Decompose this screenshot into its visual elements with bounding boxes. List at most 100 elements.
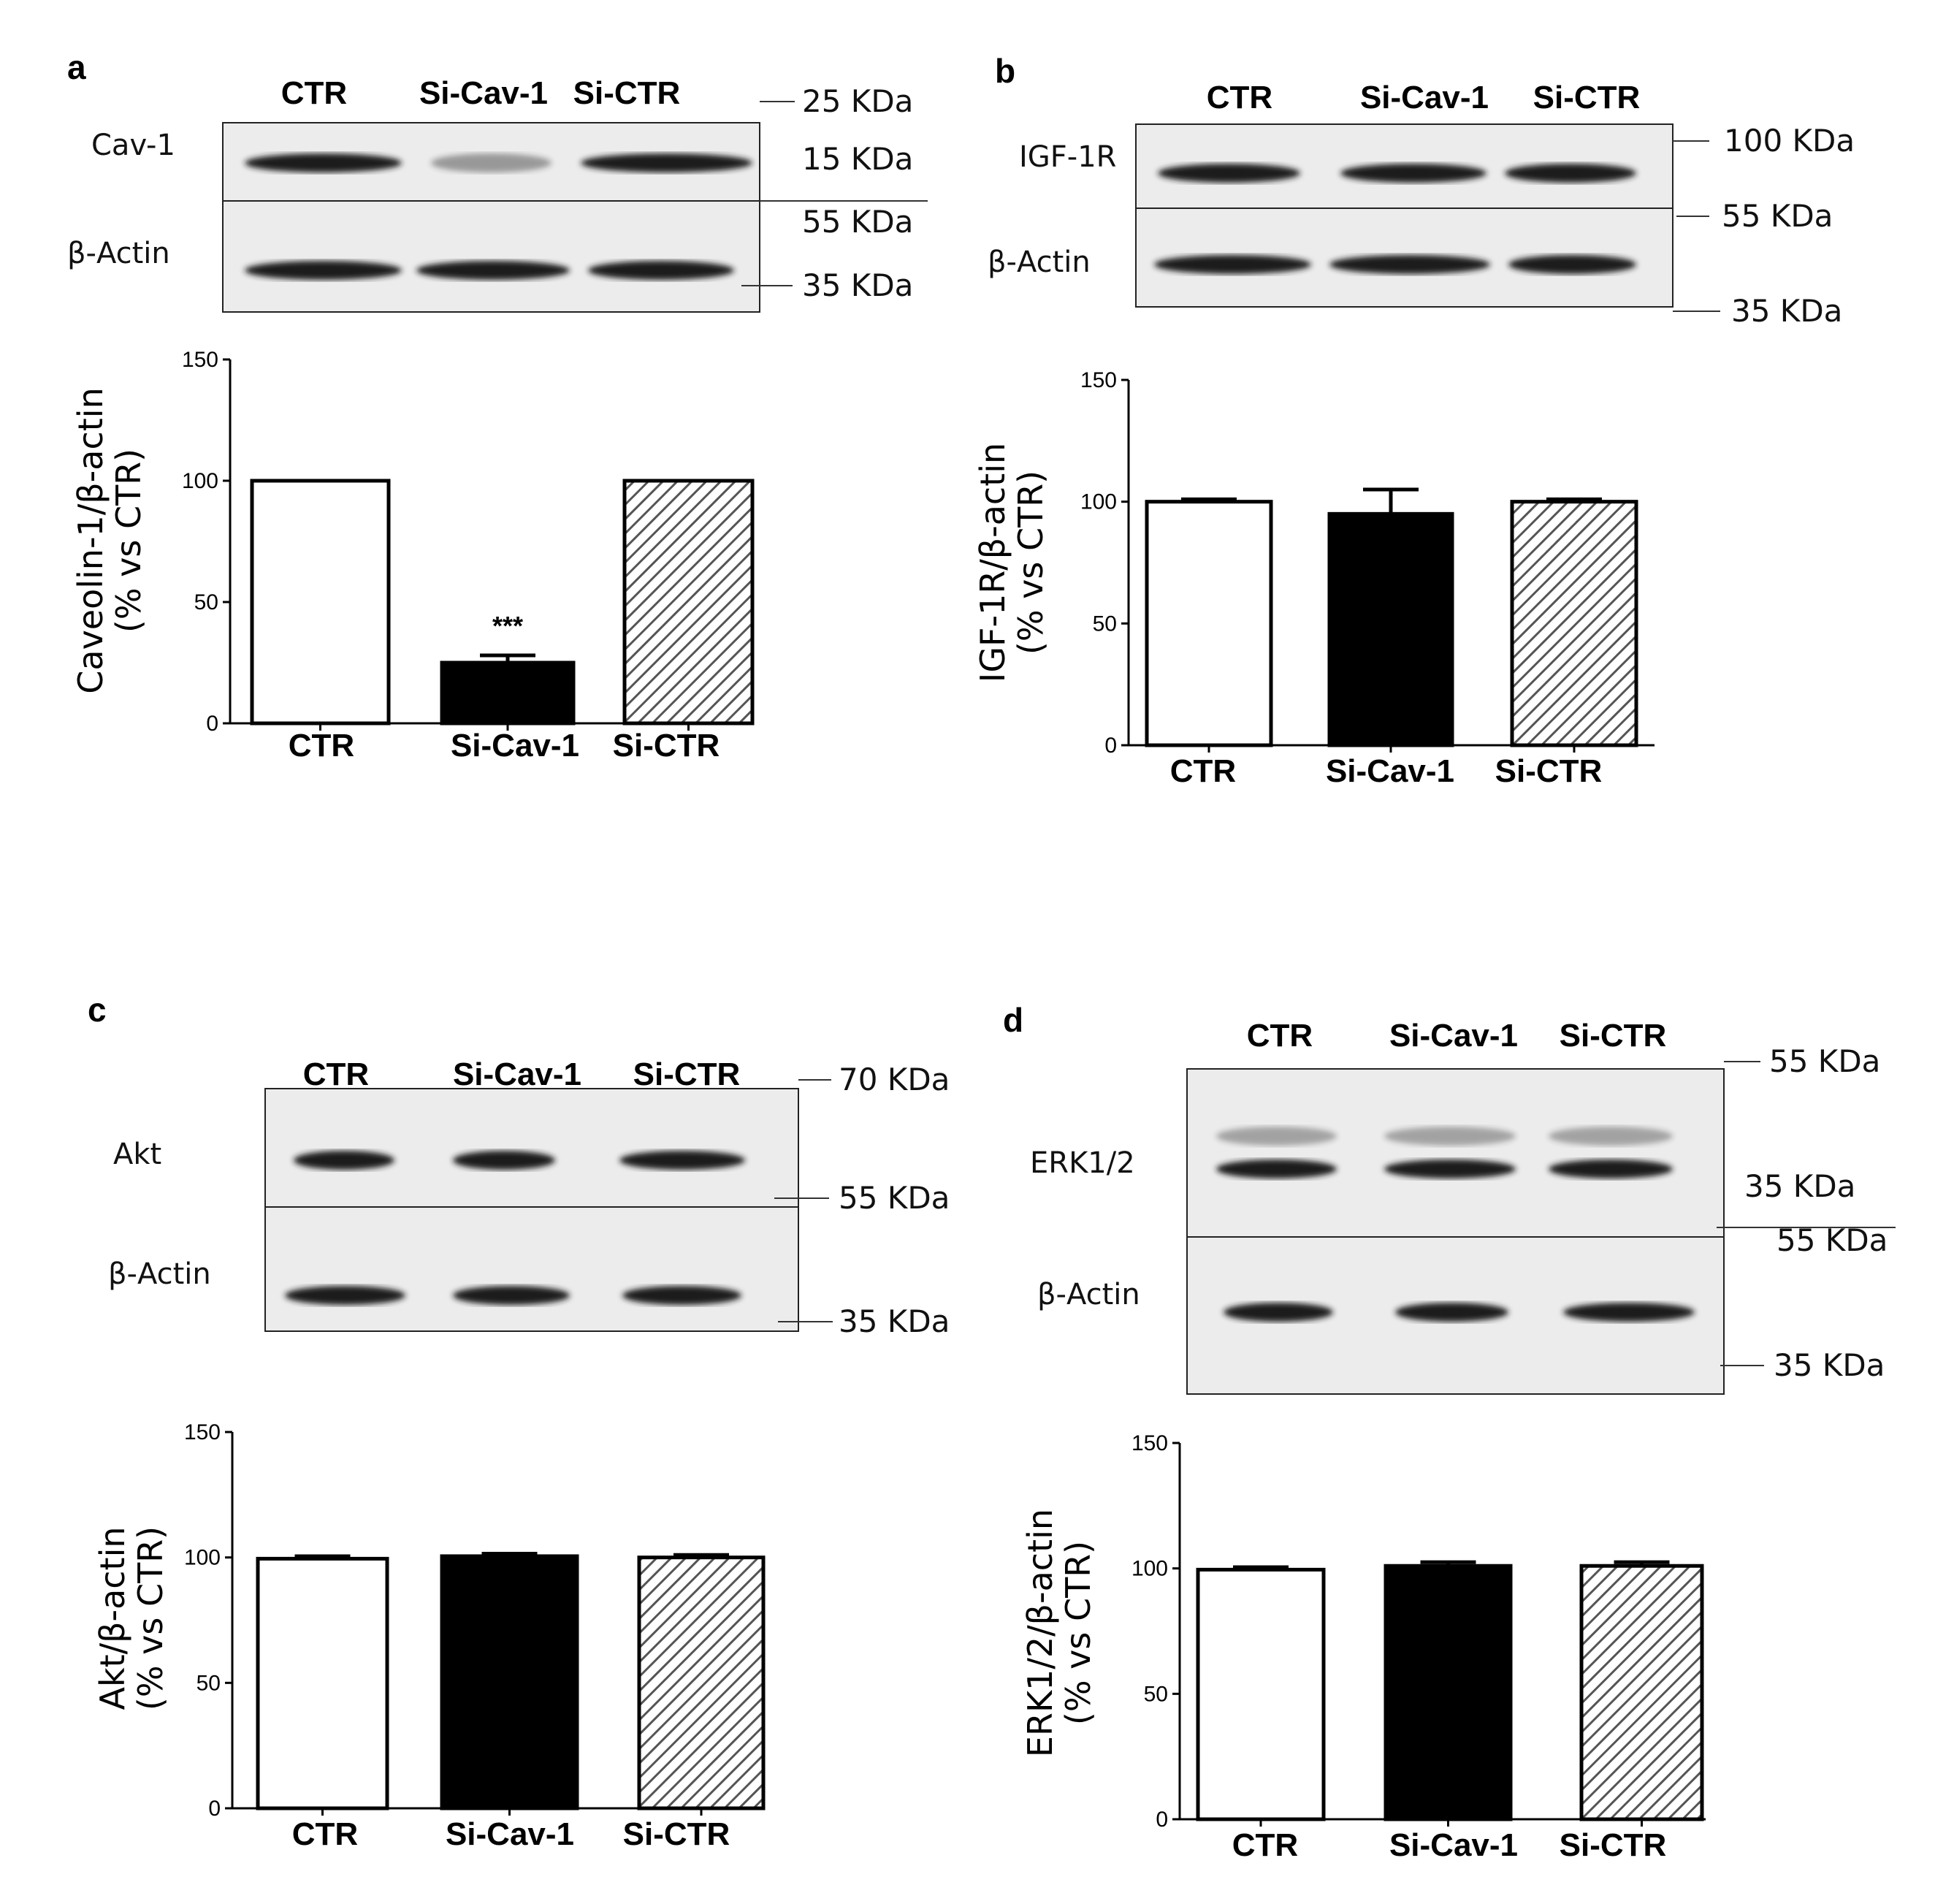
panel-letter: a — [67, 48, 86, 86]
category-label-si-cav-1: Si-Cav-1 — [446, 1816, 574, 1852]
y-axis-label-line2: (% vs CTR) — [1011, 471, 1050, 655]
blot-band — [416, 261, 570, 280]
protein-label-1: β-Actin — [67, 237, 170, 270]
y-axis-label-line1: Caveolin-1/β-actin — [71, 387, 110, 693]
blot-upper — [264, 1088, 799, 1208]
blot-band — [1384, 1127, 1516, 1146]
y-tick-label: 0 — [206, 712, 218, 736]
category-label-ctr: CTR — [292, 1816, 358, 1852]
mw-marker: 35 KDa — [802, 267, 913, 303]
blot-band — [453, 1286, 570, 1305]
bar-si-cav-1 — [1384, 1564, 1513, 1821]
bar-si-ctr — [1579, 1564, 1704, 1821]
blot-band — [581, 153, 752, 172]
y-tick-label: 50 — [196, 1671, 221, 1695]
mw-marker: 55 KDa — [1722, 198, 1833, 234]
bar-ctr — [256, 1556, 389, 1810]
blot-lower — [222, 200, 760, 313]
bar-si-ctr — [637, 1555, 766, 1810]
lane-header-si-cav-1: Si-Cav-1 — [453, 1056, 581, 1092]
y-tick-label: 100 — [1131, 1557, 1168, 1581]
y-axis-label-line2: (% vs CTR) — [1058, 1541, 1098, 1725]
protein-label-1: β-Actin — [108, 1257, 211, 1291]
y-tick-label: 50 — [1093, 612, 1117, 636]
mw-marker: 100 KDa — [1724, 123, 1855, 159]
mw-marker: 35 KDa — [1731, 293, 1842, 329]
y-axis-label-line2: (% vs CTR) — [131, 1526, 170, 1710]
lane-header-ctr: CTR — [303, 1056, 369, 1092]
blot-band — [1395, 1303, 1508, 1322]
category-label-si-ctr: Si-CTR — [613, 728, 720, 763]
lane-header-ctr: CTR — [1207, 80, 1272, 115]
blot-band — [1158, 164, 1300, 183]
panel-letter: c — [88, 991, 107, 1029]
y-axis-label: Akt/β-actin(% vs CTR) — [93, 1526, 170, 1710]
blot-band — [1549, 1127, 1673, 1146]
category-label-si-cav-1: Si-Cav-1 — [1326, 753, 1454, 789]
bar-si-ctr — [622, 479, 755, 726]
panel-d: d CTR Si-Cav-1 Si-CTR ERK1/2 β-Actin 55 KDa 35 … — [1003, 1001, 1896, 1863]
y-tick-label: 0 — [208, 1797, 221, 1821]
y-tick-label: 150 — [182, 348, 218, 372]
y-tick-label: 100 — [1080, 490, 1117, 514]
panel-b: b CTR Si-Cav-1 Si-CTR IGF-1R β-Actin 100 KDa 55… — [973, 52, 1855, 789]
category-label-ctr: CTR — [289, 728, 354, 763]
protein-label-0: IGF-1R — [1019, 140, 1116, 174]
lane-header-si-ctr: Si-CTR — [633, 1056, 741, 1092]
blot-band — [622, 1286, 741, 1305]
bar-si-cav-1 — [440, 660, 576, 726]
y-axis-label: Caveolin-1/β-actin(% vs CTR) — [71, 387, 148, 693]
blot-band — [1216, 1159, 1337, 1178]
lane-header-si-ctr: Si-CTR — [1560, 1018, 1667, 1054]
bar-si-cav-1 — [1327, 511, 1454, 747]
blot-band — [431, 153, 552, 172]
bar-ctr — [1145, 500, 1273, 747]
y-axis-label-line1: IGF-1R/β-actin — [973, 443, 1012, 682]
bar-si-cav-1 — [440, 1554, 579, 1810]
blot-band — [1154, 255, 1311, 274]
lane-header-ctr: CTR — [281, 75, 347, 111]
mw-marker: 35 KDa — [839, 1303, 950, 1339]
y-axis-label-line2: (% vs CTR) — [109, 449, 148, 633]
lane-header-si-ctr: Si-CTR — [1533, 80, 1641, 115]
mw-marker: 35 KDa — [1774, 1347, 1885, 1383]
y-tick-label: 50 — [194, 590, 218, 614]
blot-band — [1329, 255, 1490, 274]
blot-band — [1216, 1127, 1337, 1146]
y-axis-label-line1: Akt/β-actin — [93, 1526, 132, 1710]
blot-band — [1384, 1159, 1516, 1178]
panel-letter: b — [995, 52, 1015, 90]
y-tick-label: 150 — [1080, 368, 1117, 392]
mw-marker: 55 KDa — [802, 204, 913, 240]
blot-band — [1549, 1159, 1673, 1178]
blot-band — [588, 261, 734, 280]
blot-upper — [1186, 1068, 1725, 1238]
panel-c: c CTR Si-Cav-1 Si-CTR Akt β-Actin 70 KDa 55 KDa… — [88, 991, 950, 1852]
mw-marker: 55 KDa — [1776, 1222, 1888, 1258]
protein-label-1: β-Actin — [988, 245, 1091, 279]
y-axis-label-line1: ERK1/2/β-actin — [1020, 1509, 1060, 1757]
lane-header-si-cav-1: Si-Cav-1 — [1389, 1018, 1518, 1054]
y-tick-label: 100 — [182, 469, 218, 493]
protein-label-0: ERK1/2 — [1030, 1146, 1135, 1180]
blot-band — [294, 1151, 394, 1170]
bar-ctr — [250, 479, 391, 726]
blot-band — [453, 1151, 555, 1170]
protein-label-0: Cav-1 — [91, 129, 175, 162]
blot-band — [1224, 1303, 1333, 1322]
mw-marker: 15 KDa — [802, 141, 913, 177]
category-label-ctr: CTR — [1232, 1827, 1298, 1863]
blot-band — [1340, 164, 1487, 183]
significance-label: *** — [492, 611, 523, 641]
category-label-si-ctr: Si-CTR — [1495, 753, 1603, 789]
blot-band — [1563, 1303, 1695, 1322]
category-label-si-cav-1: Si-Cav-1 — [451, 728, 579, 763]
lane-header-si-ctr: Si-CTR — [573, 75, 681, 111]
mw-marker: 70 KDa — [839, 1062, 950, 1097]
y-tick-label: 100 — [184, 1546, 221, 1570]
bar-ctr — [1196, 1567, 1326, 1821]
y-tick-label: 50 — [1144, 1682, 1168, 1706]
lane-header-si-cav-1: Si-Cav-1 — [419, 75, 548, 111]
blot-band — [285, 1286, 405, 1305]
